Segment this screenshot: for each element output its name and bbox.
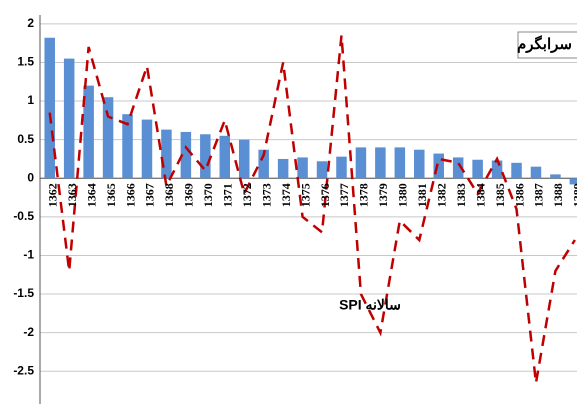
x-tick-label: 1375 [298, 183, 312, 207]
x-tick-label: 1368 [162, 183, 176, 207]
bar [277, 158, 289, 179]
bar [258, 149, 269, 179]
x-tick-label: 1383 [454, 183, 468, 207]
title-box [517, 31, 577, 59]
x-tick-label: 1369 [182, 183, 196, 207]
bar [297, 157, 308, 179]
x-tick-label: 1389 [571, 183, 577, 207]
bar [83, 85, 94, 179]
x-tick-label: 1371 [221, 183, 235, 207]
x-tick-label: 1382 [434, 183, 448, 207]
bar [141, 119, 153, 179]
bar [394, 147, 406, 179]
x-tick-label: 1370 [201, 183, 215, 207]
x-tick-label: 1365 [104, 183, 118, 207]
y-tick-label: -2 [23, 325, 34, 339]
bar [238, 139, 250, 179]
y-tick-label: 2 [27, 16, 34, 30]
x-tick-label: 1384 [473, 183, 487, 207]
spi-line [48, 35, 576, 384]
x-tick-label: 1381 [415, 183, 429, 207]
y-tick-label: 0 [27, 170, 34, 184]
bar [452, 157, 464, 179]
bar [414, 149, 425, 179]
x-tick-label: 1379 [376, 183, 390, 207]
annotation: SPI سالانه [339, 297, 401, 313]
y-tick-label: -2.5 [13, 363, 34, 377]
y-tick-label: -0.5 [13, 209, 34, 223]
y-tick-label: 0.5 [17, 132, 34, 146]
bar [511, 162, 522, 179]
x-tick-label: 1387 [532, 183, 546, 207]
bar [530, 166, 542, 179]
y-tick-label: -1.5 [13, 286, 34, 300]
y-tick-label: 1.5 [17, 55, 34, 69]
bar [200, 134, 211, 179]
bar [355, 147, 367, 179]
x-tick-label: 1378 [357, 183, 371, 207]
bar [63, 58, 75, 179]
bar [569, 178, 577, 185]
bar [180, 131, 192, 179]
x-tick-label: 1380 [396, 183, 410, 207]
bar [161, 129, 172, 179]
y-tick-label: -1 [23, 248, 34, 262]
x-tick-label: 1374 [279, 183, 293, 207]
bar [316, 161, 328, 179]
bar [336, 156, 347, 179]
x-tick-label: 1362 [45, 183, 59, 207]
x-tick-label: 1372 [240, 183, 254, 207]
bar [375, 147, 386, 179]
x-tick-label: 1363 [65, 183, 79, 207]
x-tick-label: 1386 [512, 183, 526, 207]
y-tick-label: 1 [27, 93, 34, 107]
bar [472, 159, 483, 179]
x-tick-label: 1377 [337, 183, 351, 207]
x-tick-label: 1366 [123, 183, 137, 207]
bar [102, 97, 114, 179]
x-tick-label: 1364 [84, 183, 98, 207]
bar [219, 135, 231, 179]
bar [491, 160, 503, 179]
x-tick-label: 1367 [143, 183, 157, 207]
bar [433, 153, 444, 179]
bar [550, 174, 561, 179]
x-tick-label: 1376 [318, 183, 332, 207]
x-tick-label: 1388 [551, 183, 565, 207]
x-tick-label: 1373 [259, 183, 273, 207]
bar [44, 37, 55, 179]
x-tick-label: 1385 [493, 183, 507, 207]
bar [122, 114, 133, 179]
chart-title: سرابگرم [517, 35, 572, 53]
